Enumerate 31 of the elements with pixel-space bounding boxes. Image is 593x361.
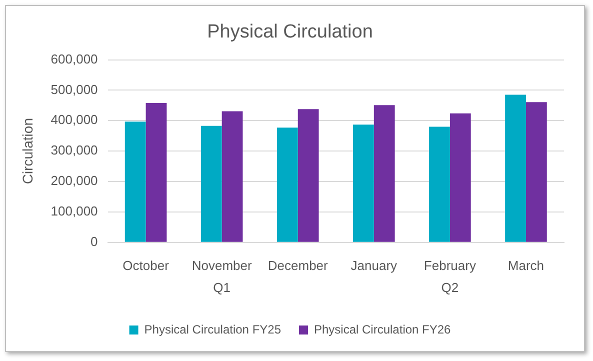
y-tick-label: 0: [90, 234, 98, 249]
x-tick-label: December: [268, 258, 329, 273]
bar: [276, 128, 298, 242]
bar: [450, 113, 471, 242]
y-tick-label: 100,000: [50, 204, 98, 219]
text: Q2: [441, 280, 459, 295]
bar: [200, 126, 222, 242]
bar: [374, 105, 395, 242]
bar: [429, 126, 450, 242]
bar: [222, 111, 243, 242]
y-tick-label: 400,000: [50, 112, 98, 128]
bar: [526, 102, 547, 242]
bar: [298, 109, 319, 242]
x-tick-label: November: [192, 258, 252, 273]
y-tick-label: 500,000: [50, 82, 98, 97]
chart-title: Physical Circulation: [207, 22, 373, 43]
text: Q1: [213, 280, 231, 295]
y-axis-title: Circulation: [19, 118, 36, 184]
legend-label: Physical Circulation FY26: [314, 322, 452, 336]
bar: [353, 124, 374, 242]
y-tick-label: 200,000: [50, 173, 98, 188]
x-tick-label: February: [424, 258, 476, 273]
x-tick-label: October: [122, 258, 170, 273]
x-tick-label: January: [350, 258, 398, 273]
bar: [146, 103, 167, 242]
bar: [124, 122, 146, 242]
x-tick-label: March: [508, 258, 544, 273]
bar: [505, 94, 526, 242]
y-tick-label: 600,000: [50, 51, 98, 66]
y-tick-label: 300,000: [50, 142, 98, 158]
legend-label: Physical Circulation FY25: [144, 322, 282, 336]
